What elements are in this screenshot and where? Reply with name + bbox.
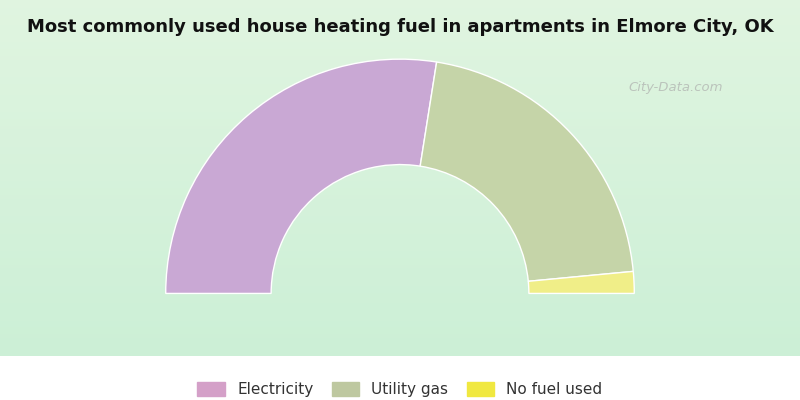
Legend: Electricity, Utility gas, No fuel used: Electricity, Utility gas, No fuel used [191,376,609,400]
Wedge shape [528,271,634,294]
Wedge shape [420,62,634,281]
Text: City-Data.com: City-Data.com [629,82,723,94]
Wedge shape [166,59,437,294]
Text: Most commonly used house heating fuel in apartments in Elmore City, OK: Most commonly used house heating fuel in… [26,18,774,36]
